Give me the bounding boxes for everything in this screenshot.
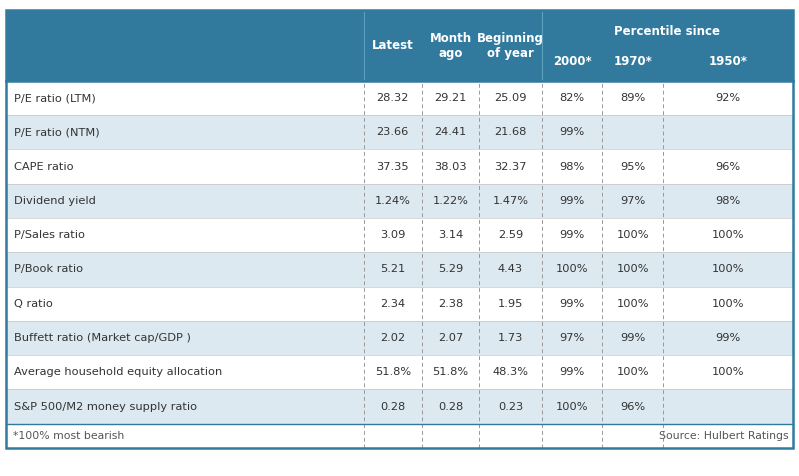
Text: 1970*: 1970* [614,55,652,68]
Text: 99%: 99% [559,230,585,240]
Text: 1.47%: 1.47% [492,196,529,206]
Text: 2.59: 2.59 [498,230,523,240]
Text: 92%: 92% [715,93,741,103]
Text: 99%: 99% [715,333,741,343]
Text: 5.29: 5.29 [438,264,463,275]
Text: 51.8%: 51.8% [375,367,411,377]
Text: 0.23: 0.23 [498,401,523,412]
Bar [6,321,793,355]
Text: P/E ratio (LTM): P/E ratio (LTM) [14,93,96,103]
Text: Buffett ratio (Market cap/GDP ): Buffett ratio (Market cap/GDP ) [14,333,191,343]
Text: 100%: 100% [712,230,744,240]
Text: 2.34: 2.34 [380,298,405,309]
Text: 21.68: 21.68 [495,127,527,138]
Text: 1.95: 1.95 [498,298,523,309]
Text: Latest: Latest [372,39,414,52]
Text: Dividend yield: Dividend yield [14,196,96,206]
Bar [6,252,793,287]
Text: 96%: 96% [715,161,741,172]
Text: 38.03: 38.03 [435,161,467,172]
Text: 1.22%: 1.22% [433,196,468,206]
Text: Source: Hulbert Ratings: Source: Hulbert Ratings [659,431,789,441]
Bar [6,287,793,321]
Text: 100%: 100% [712,298,744,309]
Bar [6,149,793,184]
Text: P/E ratio (NTM): P/E ratio (NTM) [14,127,100,138]
Text: Average household equity allocation: Average household equity allocation [14,367,223,377]
Text: S&P 500/M2 money supply ratio: S&P 500/M2 money supply ratio [14,401,197,412]
Text: 100%: 100% [617,230,649,240]
Bar [6,218,793,252]
Text: 2.07: 2.07 [438,333,463,343]
Text: 100%: 100% [617,367,649,377]
Text: 51.8%: 51.8% [432,367,469,377]
Text: 28.32: 28.32 [376,93,409,103]
Text: 5.21: 5.21 [380,264,405,275]
Text: 97%: 97% [559,333,585,343]
Text: 99%: 99% [620,333,646,343]
Text: 2.02: 2.02 [380,333,405,343]
Text: 98%: 98% [715,196,741,206]
Text: Percentile since: Percentile since [614,25,720,38]
Text: 3.09: 3.09 [380,230,405,240]
Text: 99%: 99% [559,367,585,377]
Text: 100%: 100% [556,401,588,412]
Text: Month
ago: Month ago [430,32,471,60]
Text: Q ratio: Q ratio [14,298,54,309]
Bar [6,389,793,424]
Text: *100% most bearish: *100% most bearish [13,431,124,441]
Text: Beginning
of year: Beginning of year [477,32,544,60]
Text: 95%: 95% [620,161,646,172]
Text: 0.28: 0.28 [438,401,463,412]
Text: 98%: 98% [559,161,585,172]
Bar [6,424,793,448]
Text: 82%: 82% [559,93,585,103]
Text: 3.14: 3.14 [438,230,463,240]
Text: 2000*: 2000* [553,55,591,68]
Text: 2.38: 2.38 [438,298,463,309]
Bar [6,184,793,218]
Text: 100%: 100% [712,264,744,275]
Text: 24.41: 24.41 [435,127,467,138]
Text: 89%: 89% [620,93,646,103]
Text: 48.3%: 48.3% [492,367,529,377]
Text: P/Book ratio: P/Book ratio [14,264,84,275]
Text: CAPE ratio: CAPE ratio [14,161,74,172]
Text: 99%: 99% [559,298,585,309]
Bar [6,81,793,115]
Text: 1.73: 1.73 [498,333,523,343]
Text: 29.21: 29.21 [435,93,467,103]
Text: 25.09: 25.09 [495,93,527,103]
Text: 23.66: 23.66 [376,127,409,138]
Text: 100%: 100% [617,264,649,275]
Text: 99%: 99% [559,196,585,206]
Bar [6,355,793,389]
Text: 100%: 100% [712,367,744,377]
Text: 97%: 97% [620,196,646,206]
Text: 0.28: 0.28 [380,401,405,412]
Text: 1.24%: 1.24% [375,196,411,206]
Text: P/Sales ratio: P/Sales ratio [14,230,85,240]
Text: 96%: 96% [620,401,646,412]
Bar [6,115,793,149]
Text: 99%: 99% [559,127,585,138]
Text: 32.37: 32.37 [495,161,527,172]
Text: 4.43: 4.43 [498,264,523,275]
Text: 1950*: 1950* [709,55,747,68]
Text: 100%: 100% [617,298,649,309]
Text: 37.35: 37.35 [376,161,409,172]
Text: 100%: 100% [556,264,588,275]
